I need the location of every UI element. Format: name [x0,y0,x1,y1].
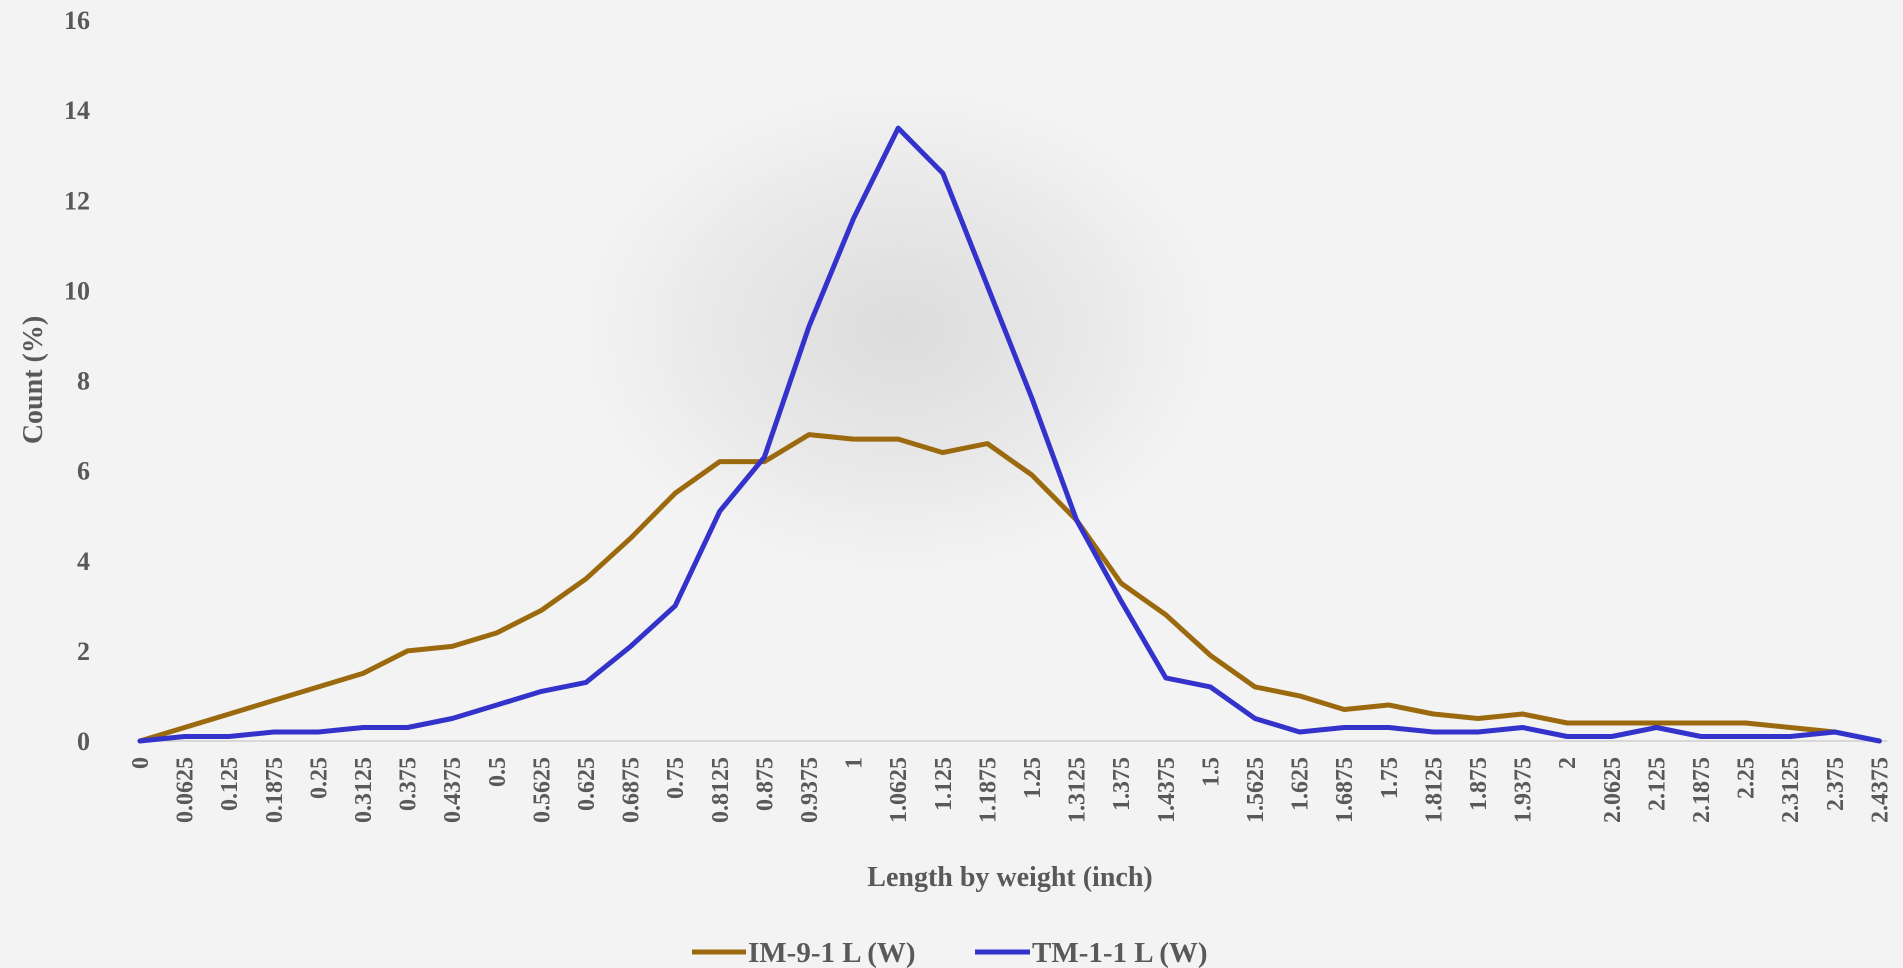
y-tick-label: 14 [64,96,90,125]
x-axis-tick-labels: 0 0.0625 0.125 0.1875 0.25 0.3125 0.375 0.4375 0… [128,757,1893,823]
x-tick-label: 2.0625 [1600,757,1626,823]
x-tick-label: 0.1875 [262,757,288,823]
x-tick-label: 1.3125 [1065,757,1091,823]
series-line-im-9-1-l-w [137,432,1838,744]
y-tick-label: 10 [64,276,90,305]
x-tick-label: 1.125 [931,757,957,811]
x-tick-label: 0.875 [752,757,778,811]
x-tick-label: 0.625 [574,757,600,811]
y-tick-label: 0 [77,727,90,756]
x-tick-label: 0.9375 [797,757,823,823]
x-tick-label: 0.125 [217,757,243,811]
x-tick-label: 1.0625 [886,757,912,823]
y-tick-label: 6 [77,457,90,486]
x-tick-label: 1.875 [1466,757,1492,811]
x-tick-label: 1.5625 [1243,757,1269,823]
x-tick-label: 0.6875 [619,757,645,823]
y-tick-label: 2 [77,637,90,666]
x-tick-label: 1 [842,757,868,769]
x-tick-label: 0.8125 [708,757,734,823]
x-tick-label: 1.9375 [1511,757,1537,823]
x-tick-label: 0.75 [663,757,689,799]
x-tick-label: 0.4375 [440,757,466,823]
x-tick-label: 1.25 [1020,757,1046,799]
x-tick-label: 0.375 [396,757,422,811]
x-tick-label: 1.1875 [975,757,1001,823]
x-tick-label: 1.4375 [1154,757,1180,823]
x-tick-label: 1.6875 [1332,757,1358,823]
x-tick-label: 0.5 [485,757,511,787]
x-tick-label: 1.75 [1377,757,1403,799]
x-tick-label: 1.625 [1288,757,1314,811]
legend-label-im-9-1: IM-9-1 L (W) [748,937,916,968]
x-tick-label: 2 [1555,757,1581,769]
series-line-tm-1-1-l-w [137,125,1882,744]
y-tick-label: 16 [64,6,90,35]
y-tick-label: 12 [64,186,90,215]
x-tick-label: 0.0625 [173,757,199,823]
y-axis-tick-labels: 0 2 4 6 8 10 12 14 16 [64,6,90,756]
x-tick-label: 1.375 [1109,757,1135,811]
x-tick-label: 2.25 [1734,757,1760,799]
x-tick-label: 2.4375 [1867,757,1893,823]
y-axis-title: Count (%) [18,316,49,444]
x-tick-label: 0 [128,757,154,769]
legend-label-tm-1-1: TM-1-1 L (W) [1032,937,1208,968]
y-tick-label: 8 [77,367,90,396]
x-tick-label: 1.5 [1198,757,1224,787]
x-tick-label: 2.125 [1644,757,1670,811]
x-tick-label: 2.375 [1823,757,1849,811]
x-tick-label: 1.8125 [1421,757,1447,823]
x-tick-label: 2.3125 [1778,757,1804,823]
x-tick-label: 0.25 [306,757,332,799]
x-tick-label: 2.1875 [1689,757,1715,823]
series-lines [137,125,1882,744]
legend: IM-9-1 L (W) TM-1-1 L (W) [692,937,1208,968]
x-tick-label: 0.3125 [351,757,377,823]
x-tick-label: 0.5625 [529,757,555,823]
y-tick-label: 4 [77,547,90,576]
x-axis-title: Length by weight (inch) [867,862,1152,893]
